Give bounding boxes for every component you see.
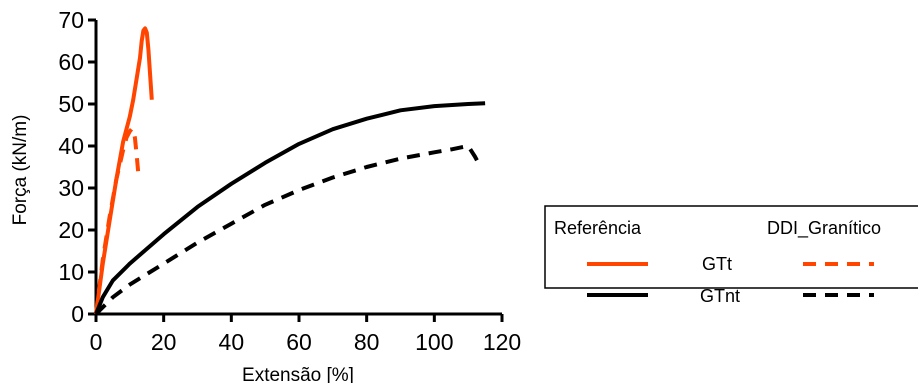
series-line-gtnt-ddi-granitico	[94, 144, 481, 316]
x-tick-label: 120	[483, 329, 521, 355]
y-tick-label: 70	[58, 7, 84, 33]
x-tick-label: 20	[151, 329, 177, 355]
y-axis-title: Força (kN/m)	[10, 115, 31, 226]
legend-label-gtnt: GTnt	[700, 286, 740, 306]
y-tick-label: 0	[71, 301, 84, 327]
y-tick-label: 30	[58, 175, 84, 201]
x-tick-label: 60	[286, 329, 312, 355]
x-tick-label: 0	[90, 329, 103, 355]
series-group	[94, 26, 486, 316]
y-tick-label: 40	[58, 133, 84, 159]
ticks: 0 20 40 60 80 100 120 0 10 20 30 40 50 60 70	[58, 7, 521, 355]
legend-header-ddi-granitico: DDI_Granítico	[767, 218, 881, 239]
y-tick-label: 20	[58, 217, 84, 243]
x-tick-label: 80	[354, 329, 380, 355]
x-axis-title: Extensão [%]	[242, 365, 354, 383]
x-tick-label: 40	[219, 329, 245, 355]
legend-label-gtt: GTt	[702, 254, 732, 274]
series-line-gtnt-referencia	[94, 101, 486, 315]
legend-box	[544, 205, 918, 289]
y-tick-label: 60	[58, 49, 84, 75]
y-tick-label: 10	[58, 259, 84, 285]
series-line-gtt-ddi-granitico	[94, 127, 141, 315]
x-tick-label: 100	[415, 329, 453, 355]
legend-header-referencia: Referência	[554, 218, 642, 238]
legend: Referência DDI_Granítico GTt GTnt	[544, 205, 918, 306]
y-tick-label: 50	[58, 91, 84, 117]
